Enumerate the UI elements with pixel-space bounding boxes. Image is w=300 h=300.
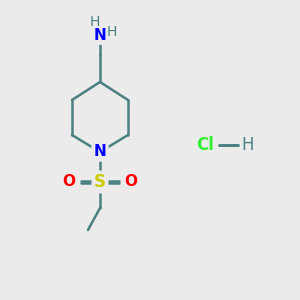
Text: S: S: [94, 173, 106, 191]
Text: N: N: [94, 28, 106, 43]
Text: Cl: Cl: [196, 136, 214, 154]
Text: O: O: [62, 175, 76, 190]
Text: O: O: [124, 175, 137, 190]
Text: N: N: [94, 145, 106, 160]
Text: H: H: [90, 15, 100, 29]
Text: H: H: [242, 136, 254, 154]
Text: H: H: [107, 25, 117, 39]
